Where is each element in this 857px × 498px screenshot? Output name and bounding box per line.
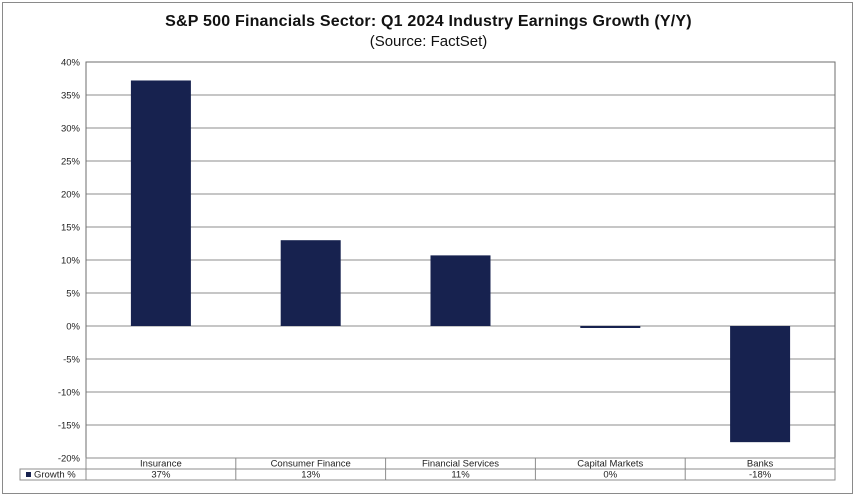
y-tick-label: -10%: [58, 388, 81, 399]
data-label: 13%: [301, 470, 321, 481]
bar: [130, 80, 191, 326]
y-tick-label: 15%: [61, 223, 81, 234]
y-tick-label: 35%: [61, 91, 81, 102]
bar: [430, 255, 491, 326]
legend-swatch: [26, 472, 31, 477]
chart-title: S&P 500 Financials Sector: Q1 2024 Indus…: [165, 13, 692, 30]
y-tick-label: 20%: [61, 190, 81, 201]
y-tick-label: 5%: [66, 289, 80, 300]
category-label: Capital Markets: [577, 459, 643, 470]
data-label: 37%: [151, 470, 171, 481]
y-tick-label: -5%: [63, 355, 80, 366]
data-label: -18%: [749, 470, 772, 481]
category-label: Insurance: [140, 459, 182, 470]
category-label: Banks: [747, 459, 774, 470]
data-label: 11%: [451, 470, 470, 481]
category-label: Consumer Finance: [271, 459, 351, 470]
legend-label: Growth %: [34, 470, 76, 481]
bar: [580, 326, 641, 328]
y-tick-label: -20%: [58, 454, 81, 465]
y-tick-label: 10%: [61, 256, 81, 267]
y-tick-label: 40%: [61, 58, 81, 69]
y-tick-label: 25%: [61, 157, 81, 168]
table-value-row: [19, 468, 836, 481]
category-label: Financial Services: [422, 459, 499, 470]
bar: [730, 326, 791, 443]
bar: [280, 240, 341, 326]
y-tick-label: -15%: [58, 421, 81, 432]
y-tick-label: 30%: [61, 124, 81, 135]
y-tick-label: 0%: [66, 322, 80, 333]
data-label: 0%: [603, 470, 617, 481]
chart-subtitle: (Source: FactSet): [369, 33, 488, 50]
